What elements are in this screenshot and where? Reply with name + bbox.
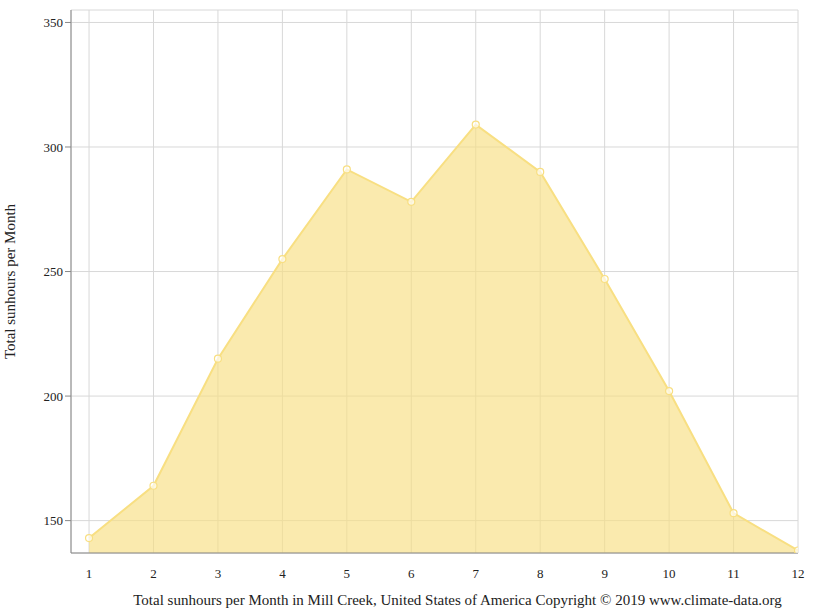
svg-text:12: 12 bbox=[792, 566, 805, 581]
svg-text:5: 5 bbox=[344, 566, 351, 581]
svg-text:350: 350 bbox=[44, 15, 64, 30]
svg-text:250: 250 bbox=[44, 264, 64, 279]
svg-text:300: 300 bbox=[44, 140, 64, 155]
svg-text:Total sunhours per Month in Mi: Total sunhours per Month in Mill Creek, … bbox=[133, 592, 782, 608]
svg-text:3: 3 bbox=[215, 566, 222, 581]
svg-text:150: 150 bbox=[44, 513, 64, 528]
svg-text:10: 10 bbox=[663, 566, 676, 581]
svg-text:200: 200 bbox=[44, 389, 64, 404]
svg-text:2: 2 bbox=[150, 566, 157, 581]
svg-text:1: 1 bbox=[86, 566, 93, 581]
svg-text:8: 8 bbox=[537, 566, 544, 581]
svg-text:4: 4 bbox=[279, 566, 286, 581]
svg-text:7: 7 bbox=[472, 566, 479, 581]
svg-text:9: 9 bbox=[601, 566, 608, 581]
svg-text:6: 6 bbox=[408, 566, 415, 581]
svg-text:11: 11 bbox=[727, 566, 740, 581]
svg-text:Total sunhours per Month: Total sunhours per Month bbox=[8, 203, 18, 359]
